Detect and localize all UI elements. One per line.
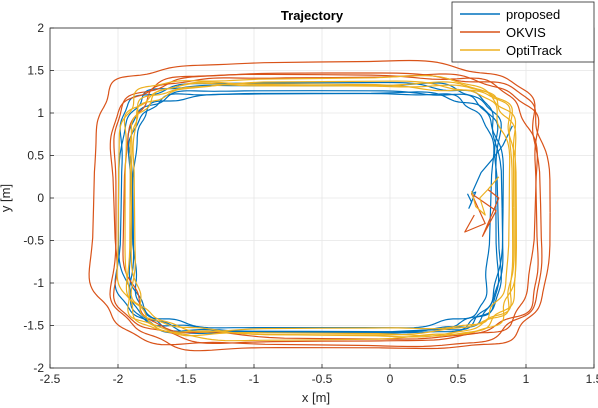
y-tick-label: 1 xyxy=(37,106,44,120)
legend-label: OKVIS xyxy=(506,25,546,40)
x-tick-label: 0 xyxy=(387,372,394,386)
legend-label: OptiTrack xyxy=(506,43,562,58)
y-tick-label: 0.5 xyxy=(27,149,44,163)
series-line-okvis xyxy=(88,59,543,348)
series-line-okvis xyxy=(109,72,551,352)
series-line-okvis xyxy=(122,73,540,340)
y-tick-label: -2 xyxy=(33,361,44,375)
y-tick-label: 0 xyxy=(37,191,44,205)
x-tick-label: 0.5 xyxy=(450,372,467,386)
x-tick-label: -2 xyxy=(113,372,124,386)
x-tick-label: 1.5 xyxy=(586,372,598,386)
series-tail-okvis xyxy=(464,189,500,237)
x-tick-label: -1.5 xyxy=(176,372,197,386)
x-tick-label: 1 xyxy=(523,372,530,386)
series-line-optitrack xyxy=(130,81,517,336)
x-tick-label: -0.5 xyxy=(312,372,333,386)
y-tick-label: -1.5 xyxy=(23,319,44,333)
series-line-optitrack xyxy=(116,75,514,338)
x-tick-label: -2.5 xyxy=(40,372,61,386)
y-tick-label: -0.5 xyxy=(23,234,44,248)
y-tick-label: -1 xyxy=(33,276,44,290)
series-line-optitrack xyxy=(123,81,517,342)
series-line-proposed xyxy=(127,90,504,334)
y-tick-label: 1.5 xyxy=(27,64,44,78)
x-axis-label: x [m] xyxy=(302,390,330,405)
series-layer xyxy=(88,59,551,352)
y-axis-label: y [m] xyxy=(0,184,13,212)
series-tail-optitrack xyxy=(471,176,500,216)
y-tick-label: 2 xyxy=(37,21,44,35)
legend: proposed OKVIS OptiTrack xyxy=(451,1,595,63)
x-tick-label: -1 xyxy=(249,372,260,386)
legend-label: proposed xyxy=(506,7,560,22)
chart-title: Trajectory xyxy=(281,8,344,23)
ticks: -2.5-2-1.5-1-0.500.511.5-2-1.5-1-0.500.5… xyxy=(23,21,598,386)
